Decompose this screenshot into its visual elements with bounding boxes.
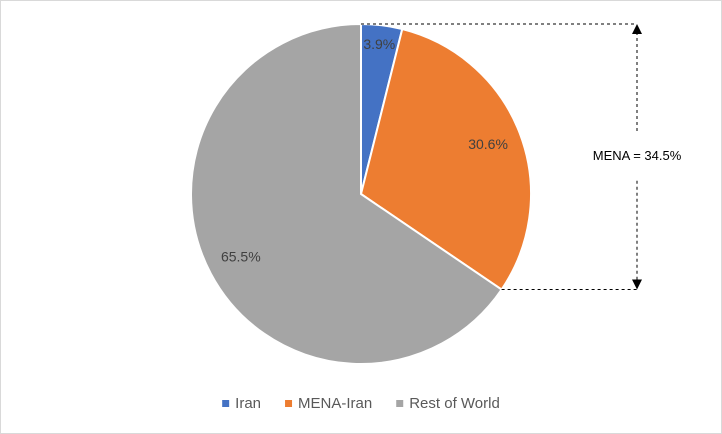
legend: Iran MENA-Iran Rest of World (222, 395, 500, 412)
legend-swatch (285, 400, 293, 407)
legend-label: MENA-Iran (298, 395, 372, 412)
data-label: 3.9% (363, 36, 395, 52)
data-label: 65.5% (221, 248, 261, 264)
arrow-head (632, 279, 642, 290)
pie-slice (359, 27, 532, 291)
legend-label: Rest of World (409, 395, 500, 412)
data-label: 30.6% (468, 136, 508, 152)
pie-slice (190, 22, 503, 365)
arrow-head (632, 24, 642, 34)
annotation: MENA = 34.5% (593, 148, 682, 163)
legend-label: Iran (235, 395, 261, 412)
legend-swatch (222, 400, 230, 407)
legend-swatch (396, 400, 404, 407)
